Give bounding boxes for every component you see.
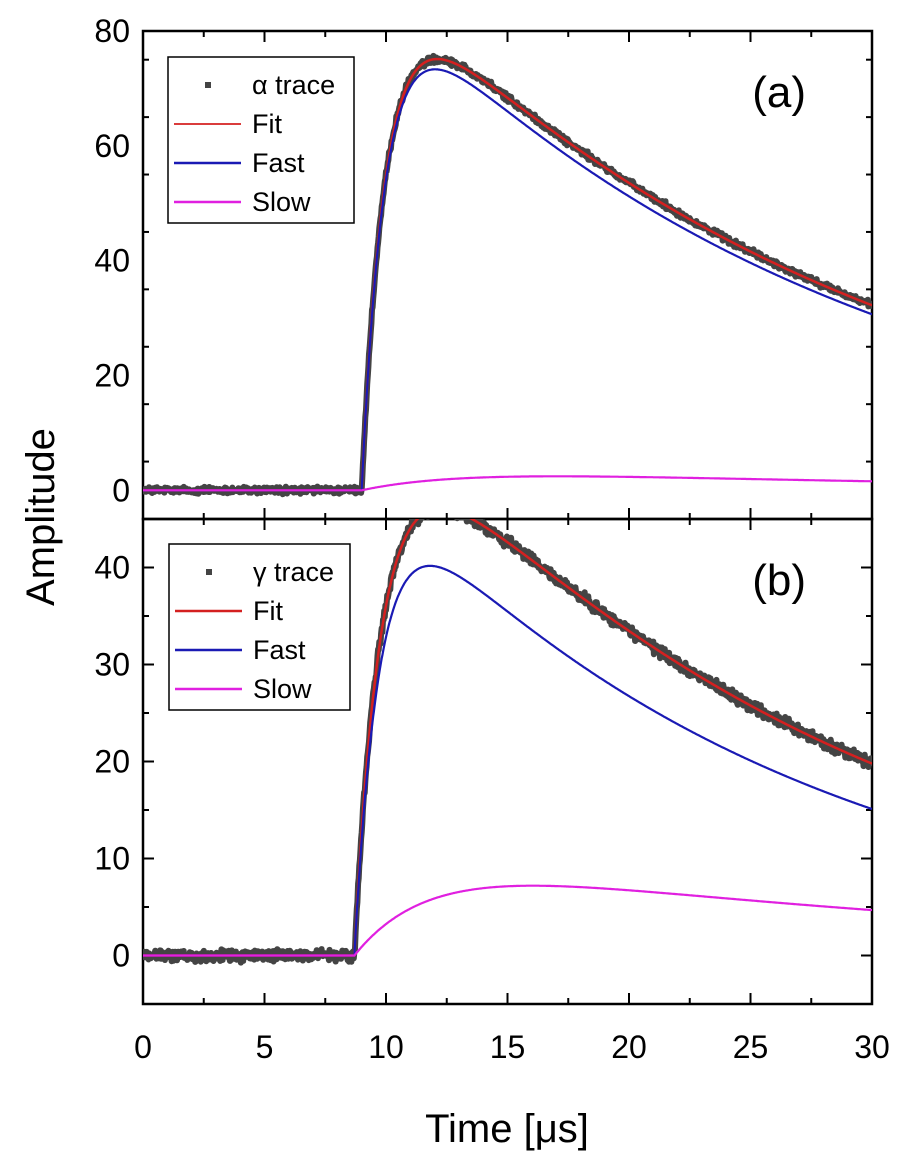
x-tick-label: 5 — [256, 1029, 274, 1065]
x-tick-label: 25 — [733, 1029, 769, 1065]
legend-box — [167, 56, 355, 224]
y-tick-label: 40 — [94, 243, 130, 279]
axis-titles: Time [μs] Amplitude — [19, 428, 589, 1151]
legend-label: α trace — [252, 70, 335, 100]
y-tick-label: 0 — [112, 938, 130, 974]
legend-label: Fit — [253, 596, 283, 626]
plot-data — [143, 519, 872, 966]
legend: γ trace Fit Fast Slow — [168, 543, 351, 711]
legend-item: Fit — [175, 596, 283, 626]
x-tick-label: 20 — [611, 1029, 647, 1065]
series-slow — [143, 884, 872, 957]
y-tick-label: 10 — [94, 841, 130, 877]
legend-item: α trace — [205, 70, 335, 100]
x-axis-title: Time [μs] — [425, 1107, 589, 1151]
legend-item: Fast — [174, 148, 305, 178]
legend-label: Fit — [252, 109, 282, 139]
y-tick-label: 30 — [94, 647, 130, 683]
y-tick-label: 60 — [94, 128, 130, 164]
x-tick-labels: 0 5 10 15 20 25 30 — [134, 1029, 890, 1065]
y-tick-label: 40 — [94, 550, 130, 586]
y-axis-title: Amplitude — [19, 428, 63, 606]
legend-label: γ trace — [253, 557, 334, 587]
y-tick-label: 20 — [94, 744, 130, 780]
legend-item: Slow — [175, 674, 312, 704]
legend-marker — [205, 82, 211, 88]
series-slow — [143, 475, 872, 492]
x-tick-label: 30 — [854, 1029, 890, 1065]
panel-label: (a) — [752, 68, 806, 117]
legend-box — [168, 543, 351, 711]
panel-label: (b) — [752, 556, 806, 605]
legend-label: Fast — [253, 635, 306, 665]
legend-item: Slow — [174, 187, 311, 217]
legend-item: Fit — [174, 109, 282, 139]
y-tick-label: 20 — [94, 357, 130, 393]
panel-a: 0 20 40 60 80 (a) α trace Fit Fast Slow — [94, 13, 874, 521]
x-tick-label: 0 — [134, 1029, 152, 1065]
panel-b: 0 10 20 30 40 (b) γ trace Fit Fast Slow — [94, 517, 874, 1006]
legend-marker — [206, 569, 212, 575]
y-tick-label: 0 — [112, 472, 130, 508]
series-trace — [143, 519, 872, 966]
y-tick-label: 80 — [94, 13, 130, 49]
legend-item: Fast — [175, 635, 306, 665]
legend-label: Slow — [252, 187, 311, 217]
legend-label: Fast — [252, 148, 305, 178]
plot-data — [143, 52, 872, 498]
x-tick-label: 10 — [368, 1029, 404, 1065]
legend-label: Slow — [253, 674, 312, 704]
x-tick-label: 15 — [490, 1029, 526, 1065]
legend-item: γ trace — [206, 557, 334, 587]
legend: α trace Fit Fast Slow — [167, 56, 355, 224]
